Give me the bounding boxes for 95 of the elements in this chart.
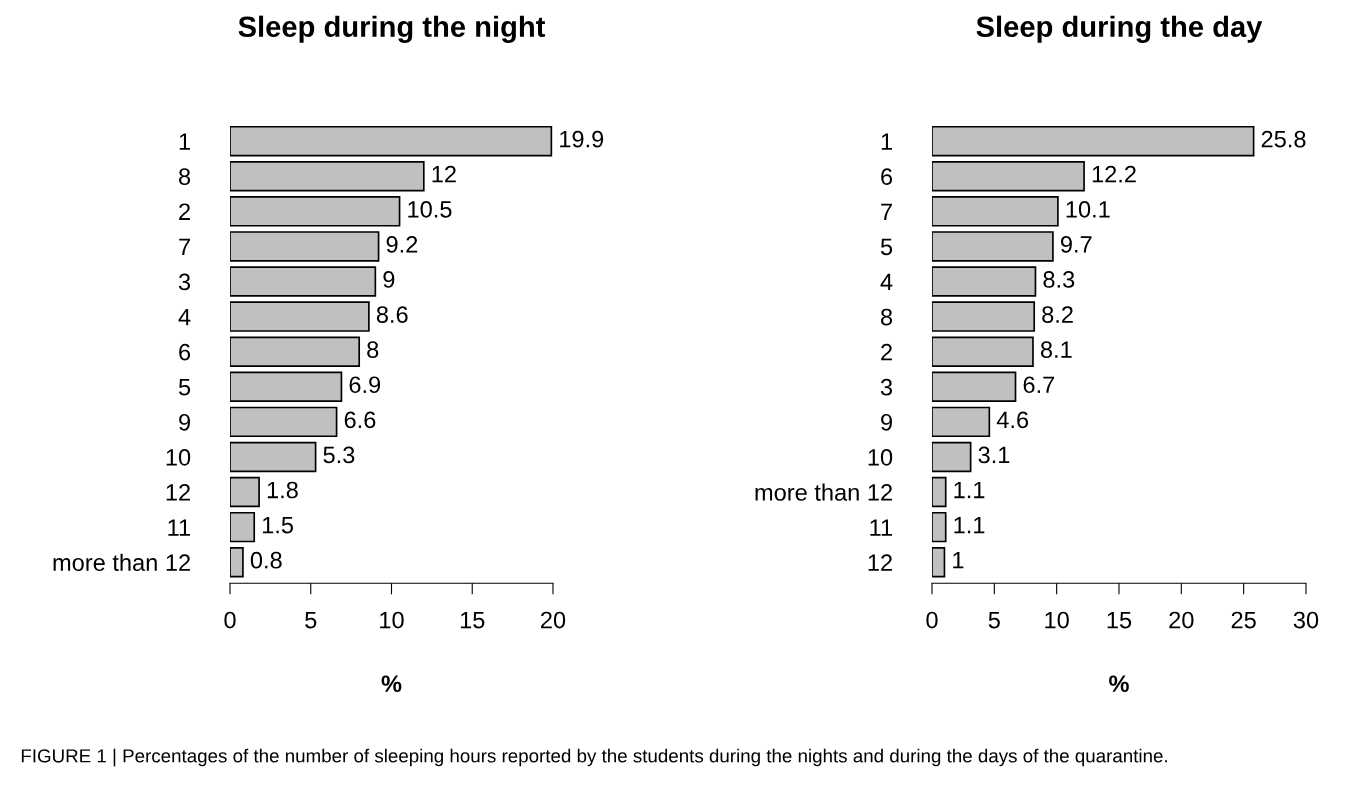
- data-label: 9.7: [1060, 236, 1092, 253]
- y-tick-label: 1: [881, 133, 892, 150]
- y-tick-label: 10: [868, 449, 893, 466]
- bar: [931, 371, 1017, 402]
- x-tick-label: 20: [541, 611, 566, 629]
- x-tick-label: 0: [224, 611, 236, 629]
- y-tick-label: 10: [166, 449, 191, 466]
- bar: [931, 406, 991, 438]
- y-tick-label: 11: [870, 519, 892, 536]
- x-tick-label: 15: [460, 611, 485, 629]
- bar: [931, 196, 1059, 227]
- bar: [931, 546, 946, 578]
- data-label: 12: [432, 165, 456, 183]
- y-tick-label: 8: [880, 308, 893, 326]
- data-label: 1: [953, 552, 964, 569]
- bar: [230, 231, 380, 262]
- x-axis-title: %: [381, 675, 402, 692]
- y-tick-label: 6: [881, 168, 893, 186]
- bar: [931, 161, 1085, 192]
- y-tick-label: 12: [166, 484, 190, 501]
- bar: [230, 266, 377, 297]
- data-label: 9.2: [386, 236, 418, 253]
- y-tick-label: 2: [179, 203, 190, 220]
- data-label: 0.8: [250, 551, 282, 569]
- y-tick-label: 4: [178, 308, 191, 326]
- chart-title: Sleep during the night: [238, 15, 546, 43]
- bar: [931, 231, 1054, 262]
- bar: [931, 476, 947, 508]
- y-tick-label: 7: [179, 238, 190, 255]
- y-tick-label: 12: [868, 554, 892, 571]
- y-tick-label: 9: [881, 413, 892, 431]
- x-tick-label: 10: [1045, 611, 1069, 629]
- bar: [931, 336, 1034, 367]
- data-label: 5.3: [323, 446, 355, 464]
- bar: [230, 476, 260, 508]
- x-tick-label: 20: [1169, 611, 1194, 629]
- y-tick-label: more than 12: [755, 483, 892, 501]
- y-tick-label: 8: [179, 168, 191, 186]
- bar: [931, 441, 972, 473]
- x-tick-label: 0: [926, 611, 938, 629]
- x-tick-label: 10: [380, 611, 404, 629]
- bar: [931, 511, 947, 543]
- bar: [230, 441, 317, 473]
- bar: [230, 371, 343, 402]
- bar: [230, 125, 553, 157]
- y-tick-label: 1: [179, 133, 190, 150]
- x-tick-label: 5: [305, 611, 317, 629]
- caption: FIGURE 1 | Percentages of the number of sleeping hours reported by the students during the nights and during the days of the quarantine.: [21, 748, 1167, 767]
- data-label: 9: [383, 271, 395, 288]
- y-tick-label: 6: [179, 343, 191, 361]
- bar: [230, 301, 370, 332]
- data-label: 8.1: [1040, 341, 1072, 359]
- data-label: 1.5: [262, 516, 294, 534]
- data-label: 1.1: [954, 481, 985, 499]
- data-label: 8.2: [1042, 306, 1073, 323]
- data-label: 10.5: [408, 200, 452, 218]
- data-label: 1.1: [954, 516, 985, 534]
- y-tick-label: 11: [168, 519, 190, 536]
- bar: [230, 336, 361, 367]
- data-label: 6.7: [1023, 376, 1055, 394]
- y-tick-label: 7: [881, 203, 892, 220]
- y-tick-label: more than 12: [53, 553, 190, 571]
- data-label: 6.9: [349, 376, 381, 394]
- data-label: 6.6: [344, 411, 376, 429]
- bar: [230, 546, 244, 578]
- data-label: 4.6: [996, 411, 1029, 429]
- y-tick-label: 5: [880, 238, 893, 256]
- y-tick-label: 3: [880, 378, 893, 396]
- data-label: 25.8: [1261, 130, 1306, 148]
- bar: [931, 266, 1037, 297]
- y-tick-label: 9: [179, 413, 190, 431]
- x-tick-label: 15: [1107, 611, 1132, 629]
- x-tick-label: 25: [1231, 611, 1256, 629]
- data-label: 12.2: [1092, 165, 1136, 183]
- bar: [230, 511, 256, 543]
- y-tick-label: 5: [178, 379, 191, 396]
- data-label: 10.1: [1066, 200, 1110, 218]
- x-axis-title: %: [1109, 675, 1129, 692]
- bar: [931, 125, 1255, 157]
- bar: [230, 406, 338, 438]
- y-tick-label: 2: [881, 343, 892, 361]
- data-label: 8.6: [376, 306, 408, 323]
- data-label: 1.8: [267, 481, 298, 499]
- data-label: 8: [367, 341, 379, 359]
- y-tick-label: 4: [880, 273, 893, 291]
- data-label: 3.1: [978, 446, 1010, 464]
- chart-title: Sleep during the day: [976, 15, 1263, 43]
- bar: [931, 301, 1036, 332]
- x-tick-label: 30: [1293, 611, 1319, 629]
- y-tick-label: 3: [178, 273, 191, 291]
- x-tick-label: 5: [988, 611, 1000, 629]
- data-label: 19.9: [560, 130, 604, 148]
- bar: [230, 161, 425, 192]
- data-label: 8.3: [1043, 271, 1075, 288]
- bar: [230, 196, 401, 227]
